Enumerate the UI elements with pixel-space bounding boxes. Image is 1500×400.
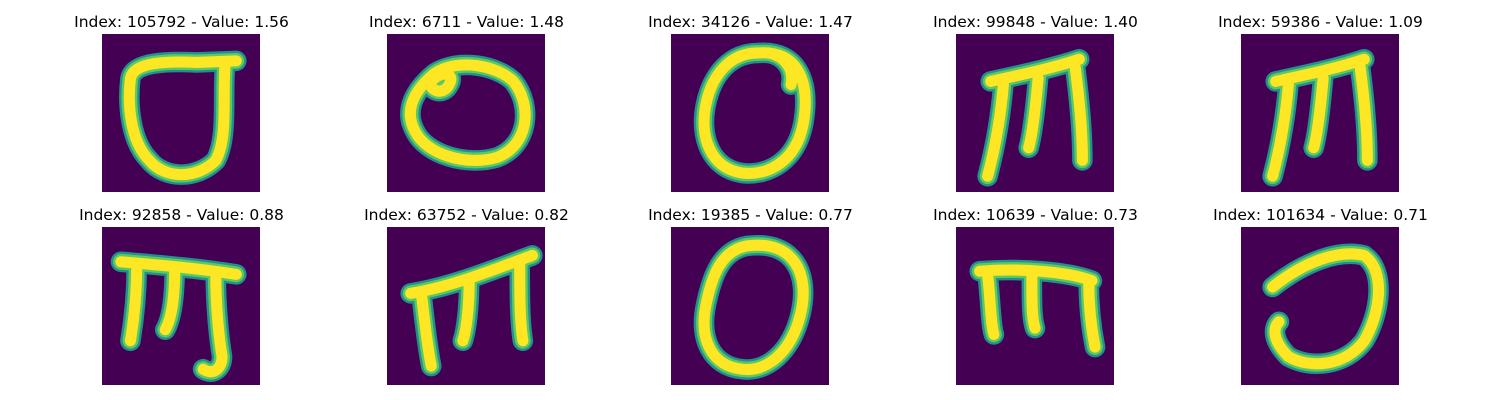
digit-image bbox=[956, 34, 1114, 192]
panel-value: 1.47 bbox=[818, 13, 853, 31]
digit-image bbox=[671, 227, 829, 385]
panel-title: Index: 19385 - Value: 0.77 bbox=[648, 206, 853, 224]
glyph-drawing bbox=[119, 50, 247, 185]
panel-value: 0.71 bbox=[1393, 206, 1428, 224]
panel-title: Index: 34126 - Value: 1.47 bbox=[648, 13, 853, 31]
digit-image bbox=[102, 34, 260, 192]
panel-5: Index: 59386 - Value: 1.09 bbox=[1178, 12, 1463, 192]
panel-value: 0.88 bbox=[249, 206, 284, 224]
glyph-stroke bbox=[115, 256, 242, 378]
glyph-stroke bbox=[1267, 53, 1373, 182]
panel-title: Index: 92858 - Value: 0.88 bbox=[79, 206, 284, 224]
glyph-stroke bbox=[698, 47, 811, 179]
panel-index: 6711 bbox=[421, 13, 462, 31]
glyph-drawing bbox=[1262, 49, 1378, 187]
glyph-stroke bbox=[974, 264, 1101, 353]
panel-title: Index: 59386 - Value: 1.09 bbox=[1218, 13, 1423, 31]
glyph-drawing bbox=[969, 259, 1106, 358]
digit-image bbox=[102, 227, 260, 385]
panel-index: 101634 bbox=[1265, 206, 1326, 224]
panel-title: Index: 63752 - Value: 0.82 bbox=[364, 206, 569, 224]
panel-index: 19385 bbox=[700, 206, 751, 224]
panel-index: 10639 bbox=[985, 206, 1036, 224]
glyph-stroke bbox=[123, 55, 242, 181]
glyph-drawing bbox=[1262, 243, 1389, 375]
panel-index: 105792 bbox=[126, 13, 187, 31]
digit-image bbox=[671, 34, 829, 192]
panel-7: Index: 63752 - Value: 0.82 bbox=[324, 205, 609, 385]
panel-1: Index: 105792 - Value: 1.56 bbox=[39, 12, 324, 192]
panel-8: Index: 19385 - Value: 0.77 bbox=[608, 205, 893, 385]
digit-image bbox=[1241, 227, 1399, 385]
glyph-drawing bbox=[693, 42, 816, 184]
glyph-drawing bbox=[400, 54, 536, 171]
glyph-drawing bbox=[400, 245, 543, 377]
glyph-stroke bbox=[404, 59, 531, 166]
panel-10: Index: 101634 - Value: 0.71 bbox=[1178, 205, 1463, 385]
panel-4: Index: 99848 - Value: 1.40 bbox=[893, 12, 1178, 192]
digit-image bbox=[1241, 34, 1399, 192]
panel-value: 1.56 bbox=[254, 13, 289, 31]
panel-value: 1.48 bbox=[529, 13, 564, 31]
panel-title: Index: 10639 - Value: 0.73 bbox=[933, 206, 1138, 224]
panel-2: Index: 6711 - Value: 1.48 bbox=[324, 12, 609, 192]
glyph-drawing bbox=[693, 234, 814, 380]
panel-value: 0.77 bbox=[818, 206, 853, 224]
digit-image bbox=[387, 227, 545, 385]
glyph-drawing bbox=[110, 251, 247, 382]
glyph-stroke bbox=[982, 53, 1088, 182]
panel-index: 34126 bbox=[700, 13, 751, 31]
panel-value: 0.73 bbox=[1103, 206, 1138, 224]
panel-index: 99848 bbox=[985, 13, 1036, 31]
panel-value: 1.40 bbox=[1103, 13, 1138, 31]
panel-index: 63752 bbox=[416, 206, 467, 224]
glyph-stroke bbox=[698, 239, 809, 376]
panel-title: Index: 6711 - Value: 1.48 bbox=[369, 13, 564, 31]
digit-image bbox=[956, 227, 1114, 385]
glyph-stroke bbox=[405, 249, 538, 372]
panel-title: Index: 101634 - Value: 0.71 bbox=[1213, 206, 1428, 224]
panel-index: 92858 bbox=[131, 206, 182, 224]
panel-index: 59386 bbox=[1270, 13, 1321, 31]
panel-value: 1.09 bbox=[1388, 13, 1423, 31]
glyph-drawing bbox=[977, 49, 1093, 187]
panel-9: Index: 10639 - Value: 0.73 bbox=[893, 205, 1178, 385]
digit-image bbox=[387, 34, 545, 192]
panel-title: Index: 99848 - Value: 1.40 bbox=[933, 13, 1138, 31]
panel-6: Index: 92858 - Value: 0.88 bbox=[39, 205, 324, 385]
panel-value: 0.82 bbox=[534, 206, 569, 224]
panel-3: Index: 34126 - Value: 1.47 bbox=[608, 12, 893, 192]
glyph-stroke bbox=[1267, 248, 1385, 370]
panel-title: Index: 105792 - Value: 1.56 bbox=[74, 13, 289, 31]
